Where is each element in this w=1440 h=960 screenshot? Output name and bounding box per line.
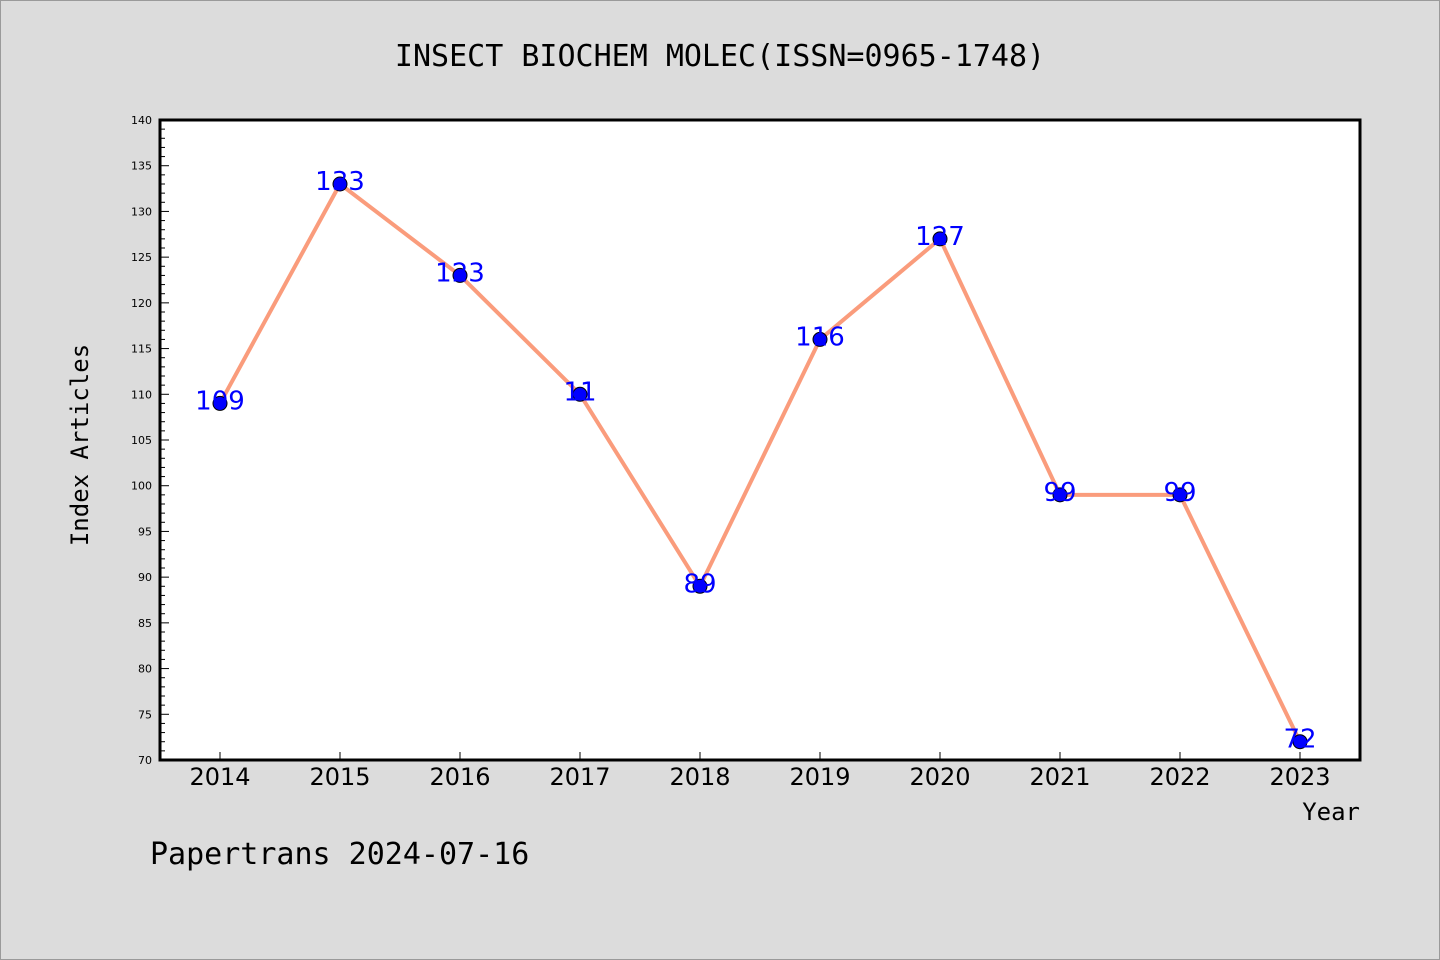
y-tick-label: 85 xyxy=(138,617,152,630)
x-tick-label: 2023 xyxy=(1269,763,1330,791)
data-point xyxy=(1172,487,1188,503)
data-label: 99 xyxy=(1043,478,1076,508)
x-tick-label: 2016 xyxy=(429,763,490,791)
y-tick-label: 90 xyxy=(138,571,152,584)
y-tick-label: 125 xyxy=(131,251,152,264)
series-layer xyxy=(212,176,1308,750)
data-point xyxy=(812,331,828,347)
plot-area xyxy=(158,118,1362,762)
y-tick-label: 80 xyxy=(138,663,152,676)
chart-title: INSECT BIOCHEM MOLEC(ISSN=0965-1748) xyxy=(395,39,1045,74)
x-tick-label: 2020 xyxy=(909,763,970,791)
data-point xyxy=(452,267,468,283)
x-tick-label: 2019 xyxy=(789,763,850,791)
data-label: 89 xyxy=(683,569,716,599)
data-point xyxy=(692,578,708,594)
y-tick-label: 75 xyxy=(138,708,152,721)
y-axis-title: Index Articles xyxy=(66,344,94,546)
x-tick-label: 2022 xyxy=(1149,763,1210,791)
y-tick-label: 120 xyxy=(131,297,152,310)
x-tick-label: 2017 xyxy=(549,763,610,791)
y-tick-label: 105 xyxy=(131,434,152,447)
data-point xyxy=(572,386,588,402)
data-point xyxy=(1292,734,1308,750)
data-label: 99 xyxy=(1163,478,1196,508)
y-tick-label: 110 xyxy=(131,388,152,401)
data-point xyxy=(212,395,228,411)
data-label: 72 xyxy=(1283,725,1316,755)
data-point xyxy=(1052,487,1068,503)
x-tick-label: 2018 xyxy=(669,763,730,791)
data-point xyxy=(332,176,348,192)
x-tick-label: 2014 xyxy=(189,763,250,791)
data-label: 109 xyxy=(195,386,245,416)
data-label: 123 xyxy=(435,258,485,288)
y-tick-label: 130 xyxy=(131,205,152,218)
y-axis-ticks: 70 75 80 85 90 95 100 105 110 115 120 125 130 135 140 xyxy=(131,114,169,767)
y-tick-label: 95 xyxy=(138,525,152,538)
y-tick-label: 70 xyxy=(138,754,152,767)
y-tick-label: 135 xyxy=(131,160,152,173)
data-label: 133 xyxy=(315,167,365,197)
data-label: 127 xyxy=(915,222,965,252)
y-tick-label: 115 xyxy=(131,343,152,356)
x-axis-title: Year xyxy=(1302,798,1360,826)
series-line xyxy=(218,182,1302,743)
data-label: 116 xyxy=(795,322,845,352)
data-label: 11 xyxy=(563,377,596,407)
x-axis-ticks: 2014 2015 2016 2017 2018 2019 2020 2021 2022 2023 xyxy=(189,752,1331,791)
x-tick-label: 2021 xyxy=(1029,763,1090,791)
y-tick-label: 140 xyxy=(131,114,152,127)
y-tick-label: 100 xyxy=(131,480,152,493)
data-point xyxy=(932,231,948,247)
footer-credit: Papertrans 2024-07-16 xyxy=(150,837,529,872)
data-labels: 109 133 123 11 89 116 127 99 99 72 xyxy=(195,167,1316,755)
x-tick-label: 2015 xyxy=(309,763,370,791)
